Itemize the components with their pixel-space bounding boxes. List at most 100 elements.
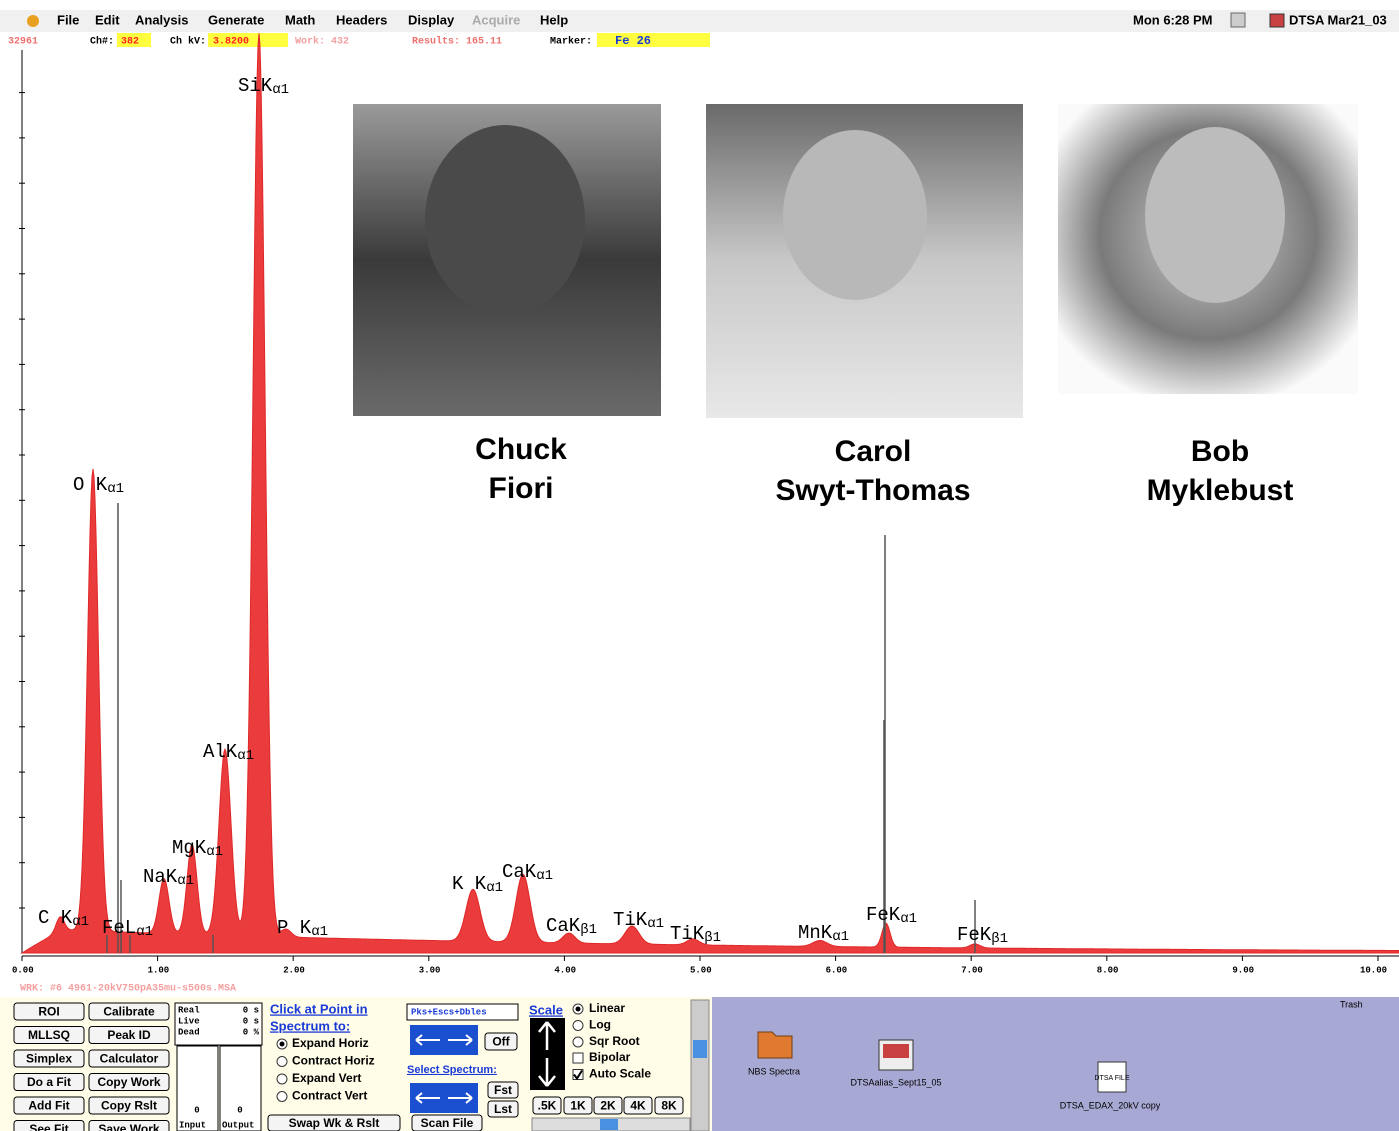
radio-label[interactable]: Linear bbox=[589, 1001, 625, 1015]
file-line: WRK: #6 4961-20kV750pA35mu-s500s.MSA bbox=[20, 983, 236, 995]
button-label[interactable]: Simplex bbox=[26, 1052, 72, 1066]
desktop bbox=[712, 997, 1399, 1131]
last-button-label[interactable]: Lst bbox=[494, 1102, 512, 1116]
radio-label[interactable]: Contract Horiz bbox=[292, 1054, 375, 1068]
radio[interactable] bbox=[573, 1021, 583, 1031]
hscroll-thumb[interactable] bbox=[600, 1119, 618, 1130]
caption: Chuck bbox=[475, 433, 567, 466]
size-button-label[interactable]: 8K bbox=[661, 1099, 677, 1113]
button[interactable]: Peak ID bbox=[89, 1027, 169, 1044]
button-label[interactable]: Copy Rslt bbox=[101, 1099, 157, 1113]
menu-icon[interactable] bbox=[1231, 13, 1245, 27]
first-button[interactable]: Fst bbox=[488, 1082, 518, 1098]
button-label[interactable]: Add Fit bbox=[28, 1099, 69, 1113]
button-label[interactable]: Copy Work bbox=[97, 1075, 160, 1089]
x-tick-label: 5.00 bbox=[690, 965, 712, 975]
app-name[interactable]: DTSA Mar21_03 bbox=[1289, 12, 1387, 27]
peaks-mode[interactable]: Pks+Escs+Dbles bbox=[411, 1007, 487, 1017]
button-label[interactable]: See Fit bbox=[29, 1122, 68, 1131]
button[interactable]: Calibrate bbox=[89, 1003, 169, 1020]
icon-label[interactable]: DTSA_EDAX_20kV copy bbox=[1060, 1100, 1161, 1110]
off-button-label[interactable]: Off bbox=[492, 1035, 510, 1049]
scrollbar[interactable] bbox=[691, 1000, 709, 1131]
scan-button[interactable]: Scan File bbox=[412, 1115, 482, 1131]
button-label[interactable]: Calculator bbox=[100, 1052, 159, 1066]
menu-item[interactable]: Help bbox=[540, 12, 568, 27]
menu-item[interactable]: Headers bbox=[336, 12, 387, 27]
menu-item[interactable]: Edit bbox=[95, 12, 120, 27]
peak-line: α1 bbox=[72, 914, 89, 930]
radio-label[interactable]: Contract Vert bbox=[292, 1089, 367, 1103]
button-label[interactable]: ROI bbox=[38, 1005, 59, 1019]
radio[interactable] bbox=[573, 1037, 583, 1047]
button[interactable]: Simplex bbox=[14, 1050, 84, 1067]
button[interactable]: ROI bbox=[14, 1003, 84, 1020]
icon-label[interactable]: DTSAalias_Sept15_05 bbox=[850, 1077, 941, 1087]
radio[interactable] bbox=[277, 1057, 287, 1067]
menu-item[interactable]: Acquire bbox=[472, 12, 520, 27]
menu-item[interactable]: Display bbox=[408, 12, 455, 27]
button-label[interactable]: MLLSQ bbox=[28, 1028, 70, 1042]
folder-icon[interactable] bbox=[758, 1032, 792, 1058]
counter: 32961 bbox=[8, 37, 38, 48]
peak-element: CaK bbox=[502, 861, 537, 883]
size-button[interactable]: 8K bbox=[655, 1097, 683, 1114]
button[interactable]: Copy Rslt bbox=[89, 1097, 169, 1114]
timer-value: 0 % bbox=[243, 1027, 260, 1037]
check-label[interactable]: Auto Scale bbox=[589, 1067, 651, 1081]
peak-element: P K bbox=[277, 917, 312, 939]
button[interactable]: Save Work bbox=[89, 1121, 169, 1131]
size-button-label[interactable]: 2K bbox=[600, 1099, 616, 1113]
meter-value: 0 bbox=[194, 1105, 199, 1115]
size-button-label[interactable]: 1K bbox=[570, 1099, 586, 1113]
button[interactable]: MLLSQ bbox=[14, 1027, 84, 1044]
button[interactable]: Copy Work bbox=[89, 1074, 169, 1091]
scan-button-label[interactable]: Scan File bbox=[421, 1116, 474, 1130]
checkbox[interactable] bbox=[573, 1053, 583, 1063]
peak-line: α1 bbox=[272, 82, 289, 98]
button-label[interactable]: Save Work bbox=[98, 1122, 159, 1131]
radio[interactable] bbox=[277, 1092, 287, 1102]
size-button[interactable]: 1K bbox=[564, 1097, 592, 1114]
menu-item[interactable]: Math bbox=[285, 12, 315, 27]
off-button[interactable]: Off bbox=[485, 1033, 517, 1050]
button-label[interactable]: Calibrate bbox=[103, 1005, 155, 1019]
radio[interactable] bbox=[277, 1074, 287, 1084]
radio-label[interactable]: Expand Horiz bbox=[292, 1036, 369, 1050]
size-button[interactable]: 2K bbox=[594, 1097, 622, 1114]
size-button-label[interactable]: 4K bbox=[630, 1099, 646, 1113]
peak-line: α1 bbox=[311, 924, 328, 940]
size-button[interactable]: .5K bbox=[533, 1097, 561, 1114]
select-spectrum: Select Spectrum: bbox=[407, 1064, 497, 1076]
icon-label[interactable]: NBS Spectra bbox=[748, 1066, 800, 1076]
button-label[interactable]: Peak ID bbox=[107, 1028, 151, 1042]
radio-label[interactable]: Log bbox=[589, 1018, 611, 1032]
radio-label[interactable]: Sqr Root bbox=[589, 1034, 640, 1048]
peak-element: MnK bbox=[798, 922, 833, 944]
scale-title[interactable]: Scale bbox=[529, 1002, 563, 1017]
peak-element: NaK bbox=[143, 866, 178, 888]
button[interactable]: Add Fit bbox=[14, 1097, 84, 1114]
button[interactable]: See Fit bbox=[14, 1121, 84, 1131]
menu-item[interactable]: Generate bbox=[208, 12, 264, 27]
button-label[interactable]: Do a Fit bbox=[27, 1075, 71, 1089]
first-button-label[interactable]: Fst bbox=[494, 1083, 512, 1097]
check-label[interactable]: Bipolar bbox=[589, 1050, 631, 1064]
radio-label[interactable]: Expand Vert bbox=[292, 1071, 361, 1085]
menu-item[interactable]: File bbox=[57, 12, 79, 27]
scroll-thumb[interactable] bbox=[693, 1040, 707, 1058]
swap-button[interactable]: Swap Wk & Rslt bbox=[268, 1115, 400, 1131]
peak-element: O K bbox=[73, 474, 108, 496]
peak-label: SiKα1 bbox=[238, 75, 289, 98]
size-button-label[interactable]: .5K bbox=[538, 1099, 557, 1113]
apple-menu[interactable] bbox=[27, 15, 39, 27]
swap-button-label[interactable]: Swap Wk & Rslt bbox=[289, 1116, 380, 1130]
button[interactable]: Do a Fit bbox=[14, 1074, 84, 1091]
menu-item[interactable]: Analysis bbox=[135, 12, 188, 27]
peak-label: CaKα1 bbox=[502, 861, 553, 884]
size-button[interactable]: 4K bbox=[624, 1097, 652, 1114]
button[interactable]: Calculator bbox=[89, 1050, 169, 1067]
trash-label[interactable]: Trash bbox=[1340, 999, 1363, 1009]
last-button[interactable]: Lst bbox=[488, 1101, 518, 1117]
peak-label: TiKα1 bbox=[613, 909, 664, 932]
